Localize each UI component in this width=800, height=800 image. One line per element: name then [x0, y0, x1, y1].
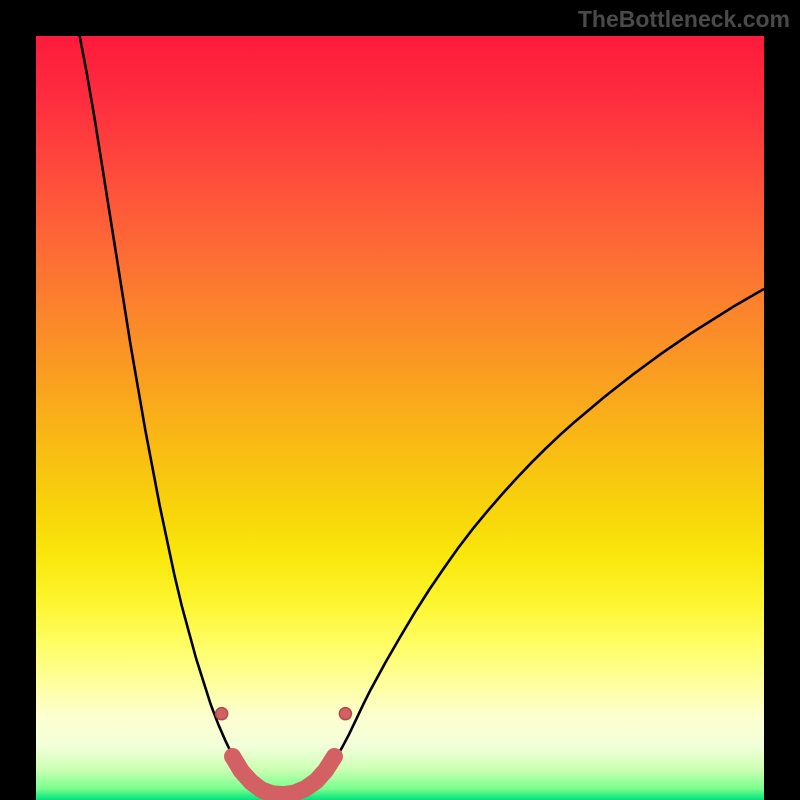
plot-background: [36, 36, 764, 800]
outer-dot: [339, 708, 351, 720]
outer-dot: [216, 708, 228, 720]
watermark-text: TheBottleneck.com: [578, 6, 790, 33]
bottleneck-chart-svg: [0, 0, 800, 800]
chart-canvas: TheBottleneck.com: [0, 0, 800, 800]
